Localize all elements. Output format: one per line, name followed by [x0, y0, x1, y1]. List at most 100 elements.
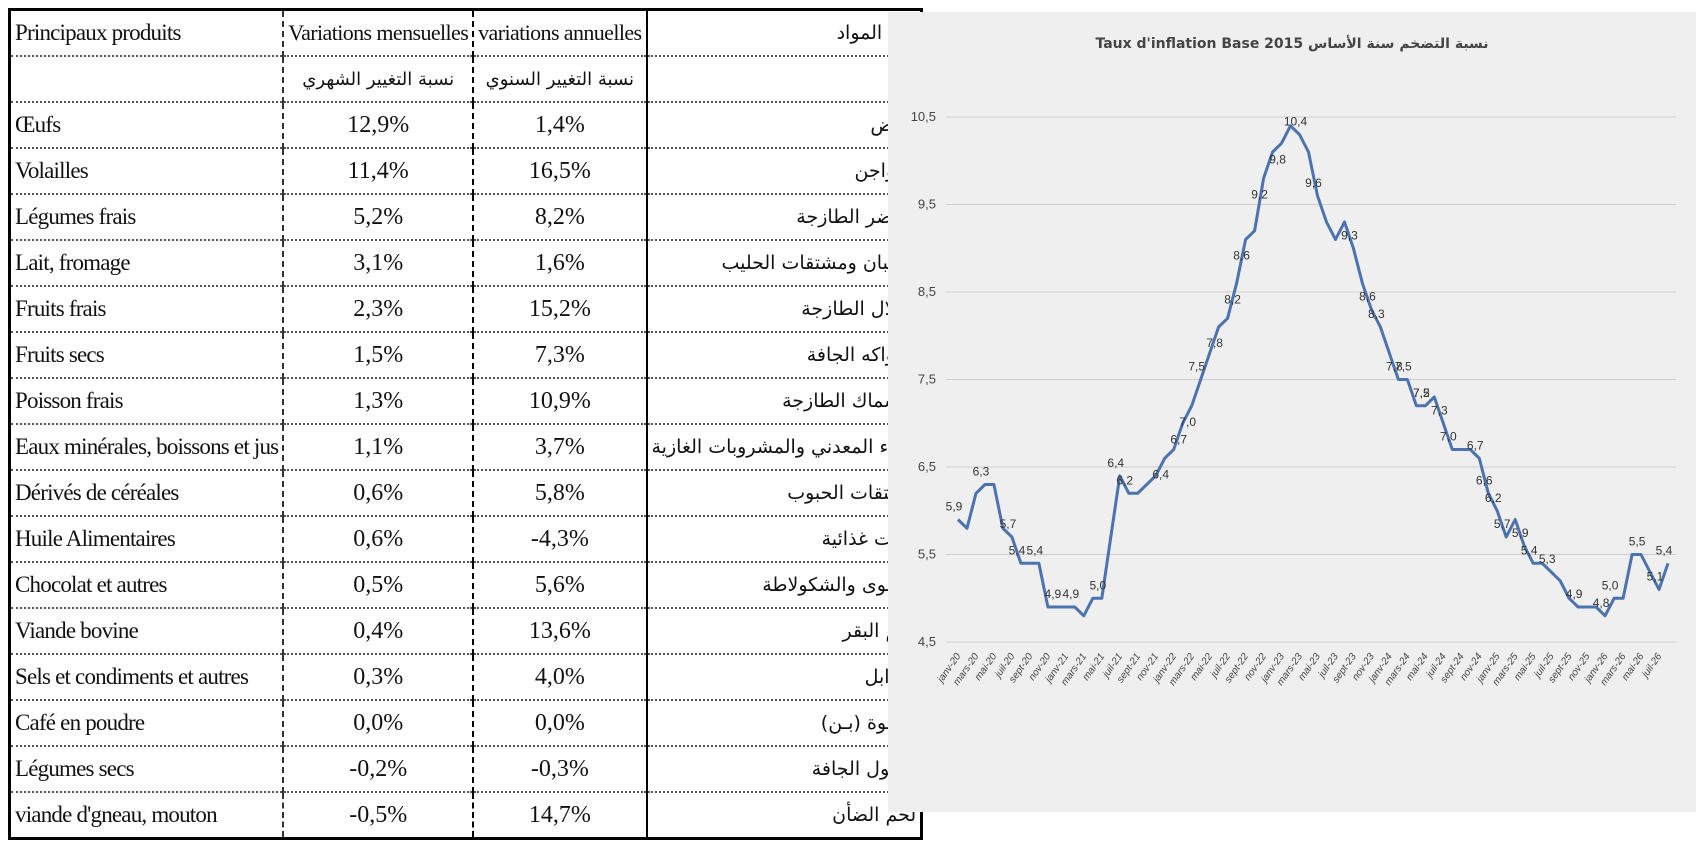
data-label: 5,0	[1602, 578, 1619, 592]
data-label: 7,8	[1386, 360, 1403, 374]
product-name-fr: Légumes secs	[9, 746, 285, 793]
product-name-fr: Eaux minérales, boissons et jus	[9, 424, 285, 471]
data-label: 5,4	[1521, 543, 1538, 557]
annual-change: 14,7%	[473, 792, 648, 840]
header-monthly: Variations mensuelles	[283, 9, 475, 57]
y-tick-label: 4,5	[918, 634, 936, 649]
series-line	[956, 124, 1670, 618]
data-label: 6,6	[1476, 473, 1493, 487]
monthly-change: -0,2%	[283, 746, 475, 793]
y-tick-label: 5,5	[918, 547, 936, 562]
y-tick-label: 6,5	[918, 459, 936, 474]
monthly-change: 5,2%	[283, 194, 475, 241]
product-name-ar: البيض	[646, 102, 922, 149]
product-name-fr: Dérivés de céréales	[9, 470, 285, 517]
data-label: 6,4	[1152, 467, 1169, 481]
monthly-change: 1,1%	[283, 424, 475, 471]
product-name-ar: الغلال الطازجة	[646, 286, 922, 333]
product-name-ar: لحم الضأن	[646, 792, 922, 840]
data-label: 7,2	[1413, 386, 1430, 400]
table-row: Chocolat et autres 0,5% 5,6% الحلوى والشكول…	[9, 562, 922, 609]
product-name-fr: Volailles	[9, 148, 285, 195]
table-row: Viande bovine 0,4% 13,6% لحم البقر	[9, 608, 922, 655]
product-name-fr: Légumes frais	[9, 194, 285, 241]
monthly-change: 12,9%	[283, 102, 475, 149]
table-row: Lait, fromage 3,1% 1,6% الاجبان ومشتقات الح…	[9, 240, 922, 287]
data-label: 7,3	[1431, 403, 1448, 417]
y-tick-label: 10,5	[911, 109, 936, 124]
table-row: viande d'gneau, mouton -0,5% 14,7% لحم الضأ…	[9, 792, 922, 840]
data-label: 7,0	[1179, 415, 1196, 429]
product-name-fr: Fruits secs	[9, 332, 285, 379]
data-label: 5,0	[1089, 578, 1106, 592]
product-name-ar: الدواجن	[646, 148, 922, 195]
annual-change: 10,9%	[473, 378, 648, 425]
subheader-monthly-ar: نسبة التغيير الشهري	[283, 56, 475, 103]
data-label: 5,7	[1494, 517, 1511, 531]
table-header-row: Principaux produits Variations mensuelle…	[9, 9, 922, 57]
annual-change: -0,3%	[473, 746, 648, 793]
table-row: Café en poudre 0,0% 0,0% القهوة (بـن)	[9, 700, 922, 747]
data-label: 6,3	[973, 465, 990, 479]
product-name-fr: Poisson frais	[9, 378, 285, 425]
monthly-change: 3,1%	[283, 240, 475, 287]
monthly-change: 0,3%	[283, 654, 475, 701]
data-label: 8,3	[1368, 307, 1385, 321]
data-label: 4,8	[1593, 596, 1610, 610]
data-label: 7,8	[1206, 336, 1223, 350]
header-annual: variations annuelles	[473, 9, 648, 57]
monthly-change: 11,4%	[283, 148, 475, 195]
annual-change: 15,2%	[473, 286, 648, 333]
monthly-change: 0,0%	[283, 700, 475, 747]
table-row: Légumes secs -0,2% -0,3% البقول الجافة	[9, 746, 922, 793]
products-table: Principaux produits Variations mensuelle…	[8, 8, 924, 840]
product-name-fr: Lait, fromage	[9, 240, 285, 287]
table-row: Fruits frais 2,3% 15,2% الغلال الطازجة	[9, 286, 922, 333]
product-name-ar: القهوة (بـن)	[646, 700, 922, 747]
data-label: 9,2	[1251, 187, 1268, 201]
product-name-fr: Chocolat et autres	[9, 562, 285, 609]
data-label: 4,9	[1045, 587, 1062, 601]
table-row: Poisson frais 1,3% 10,9% الأسماك الطازجة	[9, 378, 922, 425]
product-name-ar: التوابل	[646, 654, 922, 701]
data-label: 6,7	[1170, 432, 1187, 446]
data-label: 5,4	[1009, 543, 1026, 557]
product-name-ar: الماء المعدني والمشروبات الغازية	[646, 424, 922, 471]
data-label: 10,4	[1284, 115, 1308, 129]
data-label: 4,9	[1566, 587, 1583, 601]
data-label: 5,9	[946, 500, 963, 514]
data-label: 7,0	[1440, 430, 1457, 444]
annual-change: 0,0%	[473, 700, 648, 747]
data-label: 5,9	[1512, 526, 1529, 540]
data-label: 7,5	[1413, 386, 1430, 400]
monthly-change: 2,3%	[283, 286, 475, 333]
subheader-empty-ar	[646, 56, 922, 103]
data-label: 9,8	[1269, 152, 1286, 166]
table-subheader-row: نسبة التغيير الشهري نسبة التغيير السنوي	[9, 56, 922, 103]
product-name-fr: Sels et condiments et autres	[9, 654, 285, 701]
table-row: Dérivés de céréales 0,6% 5,8% مشتقات الحبوب	[9, 470, 922, 517]
data-label: 5,7	[1000, 517, 1017, 531]
annual-change: -4,3%	[473, 516, 648, 563]
product-name-ar: الأسماك الطازجة	[646, 378, 922, 425]
product-name-ar: البقول الجافة	[646, 746, 922, 793]
annual-change: 5,6%	[473, 562, 648, 609]
y-tick-label: 8,5	[918, 284, 936, 299]
product-name-ar: الحلوى والشكولاطة	[646, 562, 922, 609]
data-label: 7,5	[1188, 360, 1205, 374]
data-label: 5,1	[1647, 570, 1664, 584]
data-label: 4,9	[1062, 587, 1079, 601]
header-products-ar: أهم المواد	[646, 9, 922, 57]
annual-change: 8,2%	[473, 194, 648, 241]
product-name-fr: viande d'gneau, mouton	[9, 792, 285, 840]
data-label: 8,6	[1359, 290, 1376, 304]
product-name-fr: Œufs	[9, 102, 285, 149]
table-row: Huile Alimentaires 0,6% -4,3% زيوت غذائية	[9, 516, 922, 563]
annual-change: 13,6%	[473, 608, 648, 655]
annual-change: 5,8%	[473, 470, 648, 517]
product-name-fr: Fruits frais	[9, 286, 285, 333]
data-label: 5,3	[1539, 552, 1556, 566]
data-label: 6,7	[1467, 438, 1484, 452]
table-row: Fruits secs 1,5% 7,3% الفواكه الجافة	[9, 332, 922, 379]
